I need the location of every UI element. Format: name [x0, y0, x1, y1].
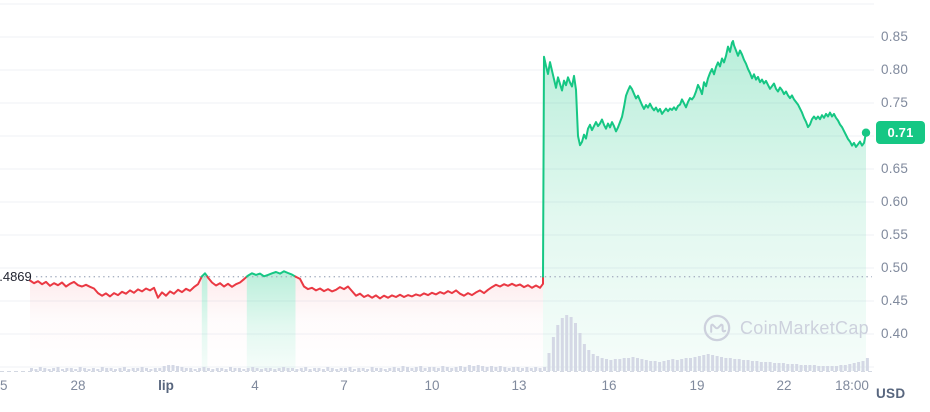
x-axis-label: 28 — [70, 378, 86, 393]
volume-bars — [30, 315, 869, 371]
x-axis-label: 19 — [689, 378, 705, 393]
y-axis-label: 0.60 — [881, 194, 909, 209]
y-axis-label: 0.50 — [881, 260, 909, 275]
last-price-badge: 0.71 — [876, 121, 925, 145]
x-axis-label: 16 — [601, 378, 617, 393]
x-axis-label: 22 — [776, 378, 792, 393]
x-axis-label: lip — [158, 378, 174, 393]
x-axis-label: 13 — [511, 378, 527, 393]
x-axis-label: 10 — [424, 378, 440, 393]
last-price-marker — [861, 128, 871, 137]
x-axis: 25 28 lip 4 7 10 13 16 19 22 18:00 — [0, 376, 930, 400]
price-area-fill — [30, 41, 866, 371]
y-axis-label: 0.65 — [881, 161, 909, 176]
x-axis-label: 4 — [251, 378, 259, 393]
y-axis: 0.71 0.85 0.80 0.75 0.65 0.60 0.55 0.50 0.45 0.4… — [874, 0, 930, 372]
currency-label: USD — [876, 386, 906, 401]
x-axis-label: 7 — [340, 378, 348, 393]
prev-close-price-label: 0.4869 — [0, 269, 32, 285]
y-axis-label: 0.55 — [881, 227, 909, 242]
y-axis-label: 0.75 — [881, 95, 909, 110]
x-axis-label: 18:00 — [835, 378, 869, 393]
y-axis-label: 0.45 — [881, 293, 909, 308]
x-axis-label: 25 — [0, 378, 8, 393]
price-line — [29, 40, 867, 300]
y-axis-label: 0.40 — [881, 326, 909, 341]
y-axis-label: 0.80 — [881, 62, 909, 77]
y-axis-label: 0.85 — [881, 29, 909, 44]
